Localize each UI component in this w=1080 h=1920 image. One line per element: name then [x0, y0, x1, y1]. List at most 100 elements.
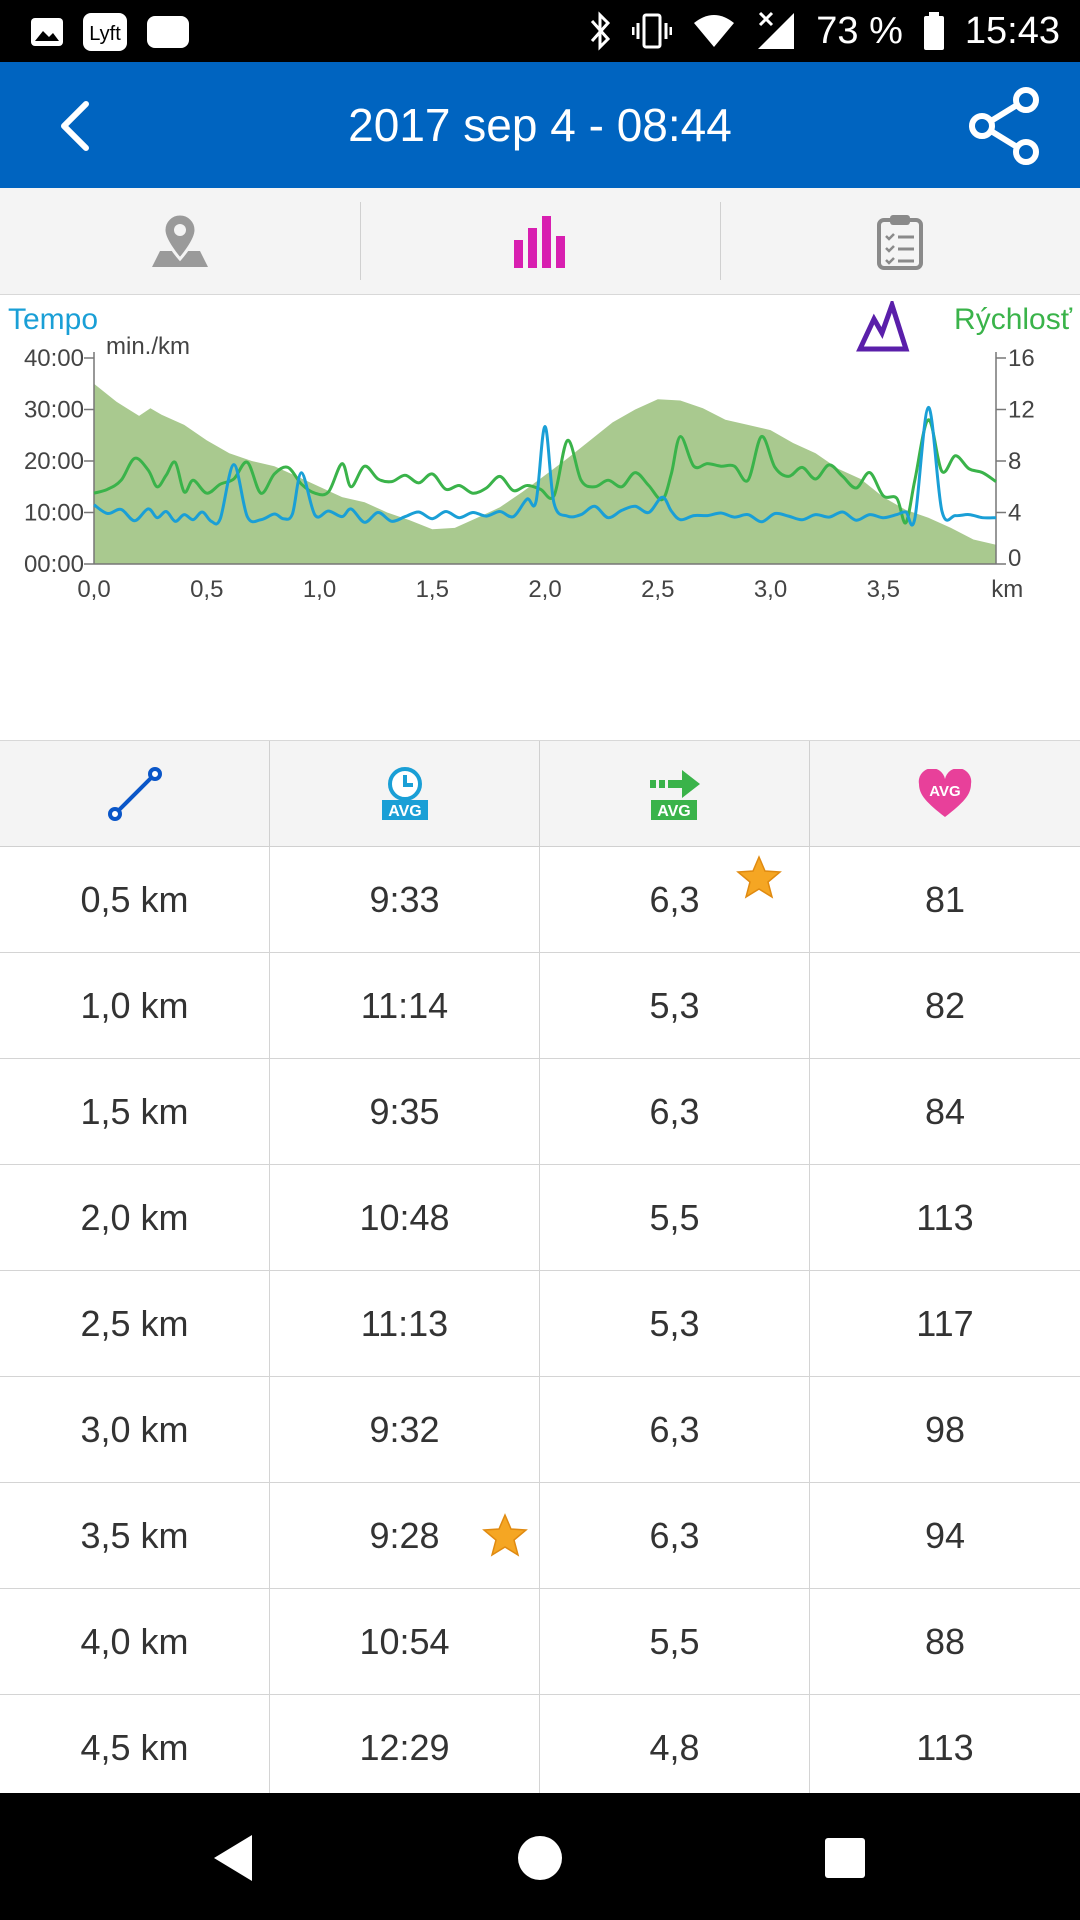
legend-tempo[interactable]: Tempo — [8, 303, 99, 336]
table-row[interactable]: 4,0 km 10:54 5,5 88 — [0, 1589, 1080, 1695]
pace-speed-chart: 40:00 30:00 20:00 10:00 00:00 16 12 8 4 0 min./km 0… — [24, 333, 1035, 603]
splits-table-header: AVG AVG AVG — [0, 740, 1080, 847]
cell-distance: 1,5 km — [0, 1059, 270, 1164]
nav-home-icon[interactable] — [505, 1823, 575, 1893]
chart-panel: 40:00 30:00 20:00 10:00 00:00 16 12 8 4 0 min./km 0… — [0, 295, 1080, 740]
header-avg-speed: AVG — [540, 741, 810, 846]
cell-distance: 2,5 km — [0, 1271, 270, 1376]
header-avg-heart-rate: AVG — [810, 741, 1080, 846]
y-tick-label-right: 16 — [1008, 345, 1035, 372]
avg-badge-speed: AVG — [657, 803, 690, 820]
tab-summary[interactable] — [720, 188, 1080, 294]
table-row[interactable]: 0,5 km 9:33 6,3 81 — [0, 847, 1080, 953]
table-row[interactable]: 3,5 km 9:28 6,3 94 — [0, 1483, 1080, 1589]
bluetooth-icon — [591, 11, 611, 51]
x-tick-label: 3,0 — [754, 576, 787, 603]
speed-series-layer — [93, 418, 997, 525]
x-tick-label: 0,0 — [77, 576, 110, 603]
cell-heart-rate: 117 — [916, 1302, 974, 1344]
cell-pace: 11:13 — [270, 1271, 540, 1376]
page-title: 2017 sep 4 - 08:44 — [348, 99, 732, 151]
x-tick-label: 2,0 — [528, 576, 561, 603]
pace-line — [93, 405, 997, 527]
mountain-icon[interactable] — [856, 301, 910, 353]
x-tick-label: 1,5 — [416, 576, 449, 603]
cell-speed-value: 6,3 — [649, 878, 700, 920]
cell-heart-rate: 82 — [924, 984, 966, 1026]
header-distance — [0, 741, 270, 846]
tab-map[interactable] — [0, 188, 360, 294]
image-icon — [31, 18, 63, 46]
x-tick-label: 3,5 — [867, 576, 900, 603]
system-nav-bar — [0, 1793, 1080, 1920]
table-row[interactable]: 4,5 km 12:29 4,8 113 — [0, 1695, 1080, 1793]
table-row[interactable]: 1,5 km 9:35 6,3 84 — [0, 1059, 1080, 1165]
x-tick-label: 1,0 — [303, 576, 336, 603]
back-arrow-icon[interactable] — [50, 98, 106, 154]
cell-heart-rate: 84 — [924, 1090, 966, 1132]
distance-icon — [107, 766, 162, 821]
cell-speed: 6,3 — [540, 1483, 810, 1588]
cell-pace: 9:35 — [270, 1059, 540, 1164]
clipboard-icon — [877, 215, 923, 270]
cell-distance: 2,0 km — [0, 1165, 270, 1270]
best-speed-star-icon — [736, 855, 782, 899]
best-pace-star-icon — [482, 1513, 528, 1557]
cell-distance: 3,5 km — [0, 1483, 270, 1588]
tab-charts[interactable] — [360, 188, 720, 294]
splits-table[interactable]: 0,5 km 9:33 6,3 81 1,0 km 11:14 5,3 82 1… — [0, 847, 1080, 1793]
header-avg-pace: AVG — [270, 741, 540, 846]
nav-back-icon[interactable] — [200, 1823, 270, 1893]
cell-heart-rate: 113 — [916, 1196, 974, 1238]
nav-recents-icon[interactable] — [810, 1823, 880, 1893]
app-bar: 2017 sep 4 - 08:44 — [0, 62, 1080, 188]
cell-speed: 5,5 — [540, 1165, 810, 1270]
status-bar: Lyft 73 % 15:43 — [0, 0, 1080, 62]
tick-labels: 40:00 30:00 20:00 10:00 00:00 16 12 8 4 0 min./km 0… — [24, 333, 1035, 603]
cell-pace: 9:32 — [270, 1377, 540, 1482]
map-pin-icon — [152, 213, 208, 267]
battery-percent: 73 % — [816, 9, 903, 52]
cell-distance: 0,5 km — [0, 847, 270, 952]
y-tick-label-left: 20:00 — [24, 448, 84, 475]
table-row[interactable]: 2,0 km 10:48 5,5 113 — [0, 1165, 1080, 1271]
cell-pace: 10:54 — [270, 1589, 540, 1694]
signal-icon — [758, 11, 795, 49]
y-tick-label-right: 8 — [1008, 448, 1021, 475]
clock: 15:43 — [964, 9, 1060, 52]
legend-speed[interactable]: Rýchlosť — [954, 303, 1072, 336]
y-tick-label-left: 30:00 — [24, 397, 84, 424]
message-icon — [147, 16, 189, 48]
y-tick-label-right: 4 — [1008, 500, 1021, 527]
cell-speed: 4,8 — [540, 1695, 810, 1793]
cell-heart-rate: 81 — [924, 878, 966, 920]
speed-line — [93, 418, 997, 525]
x-tick-label: 0,5 — [190, 576, 223, 603]
x-tick-label: km — [991, 576, 1023, 603]
cell-distance: 4,5 km — [0, 1695, 270, 1793]
y-axis-unit-label: min./km — [106, 333, 190, 360]
avg-pace-icon: AVG — [381, 766, 428, 820]
table-row[interactable]: 3,0 km 9:32 6,3 98 — [0, 1377, 1080, 1483]
cell-pace: 12:29 — [270, 1695, 540, 1793]
avg-speed-icon: AVG — [649, 769, 700, 820]
cell-heart-rate: 88 — [924, 1620, 966, 1662]
cell-distance: 3,0 km — [0, 1377, 270, 1482]
cell-distance: 1,0 km — [0, 953, 270, 1058]
elevation-area-layer — [94, 383, 996, 564]
axes — [84, 352, 1006, 565]
elevation-area — [94, 383, 996, 564]
table-row[interactable]: 2,5 km 11:13 5,3 117 — [0, 1271, 1080, 1377]
pace-series-layer — [93, 405, 997, 527]
vibrate-icon — [632, 13, 673, 49]
cell-speed: 6,3 — [540, 847, 810, 952]
cell-speed: 5,3 — [540, 953, 810, 1058]
avg-badge-heart: AVG — [929, 783, 960, 800]
avg-heart-rate-icon: AVG — [918, 768, 972, 817]
cell-pace: 9:33 — [270, 847, 540, 952]
lyft-app-icon: Lyft — [83, 13, 127, 51]
y-tick-label-left: 40:00 — [24, 345, 84, 372]
table-row[interactable]: 1,0 km 11:14 5,3 82 — [0, 953, 1080, 1059]
cell-speed: 6,3 — [540, 1377, 810, 1482]
share-icon[interactable] — [962, 84, 1046, 168]
